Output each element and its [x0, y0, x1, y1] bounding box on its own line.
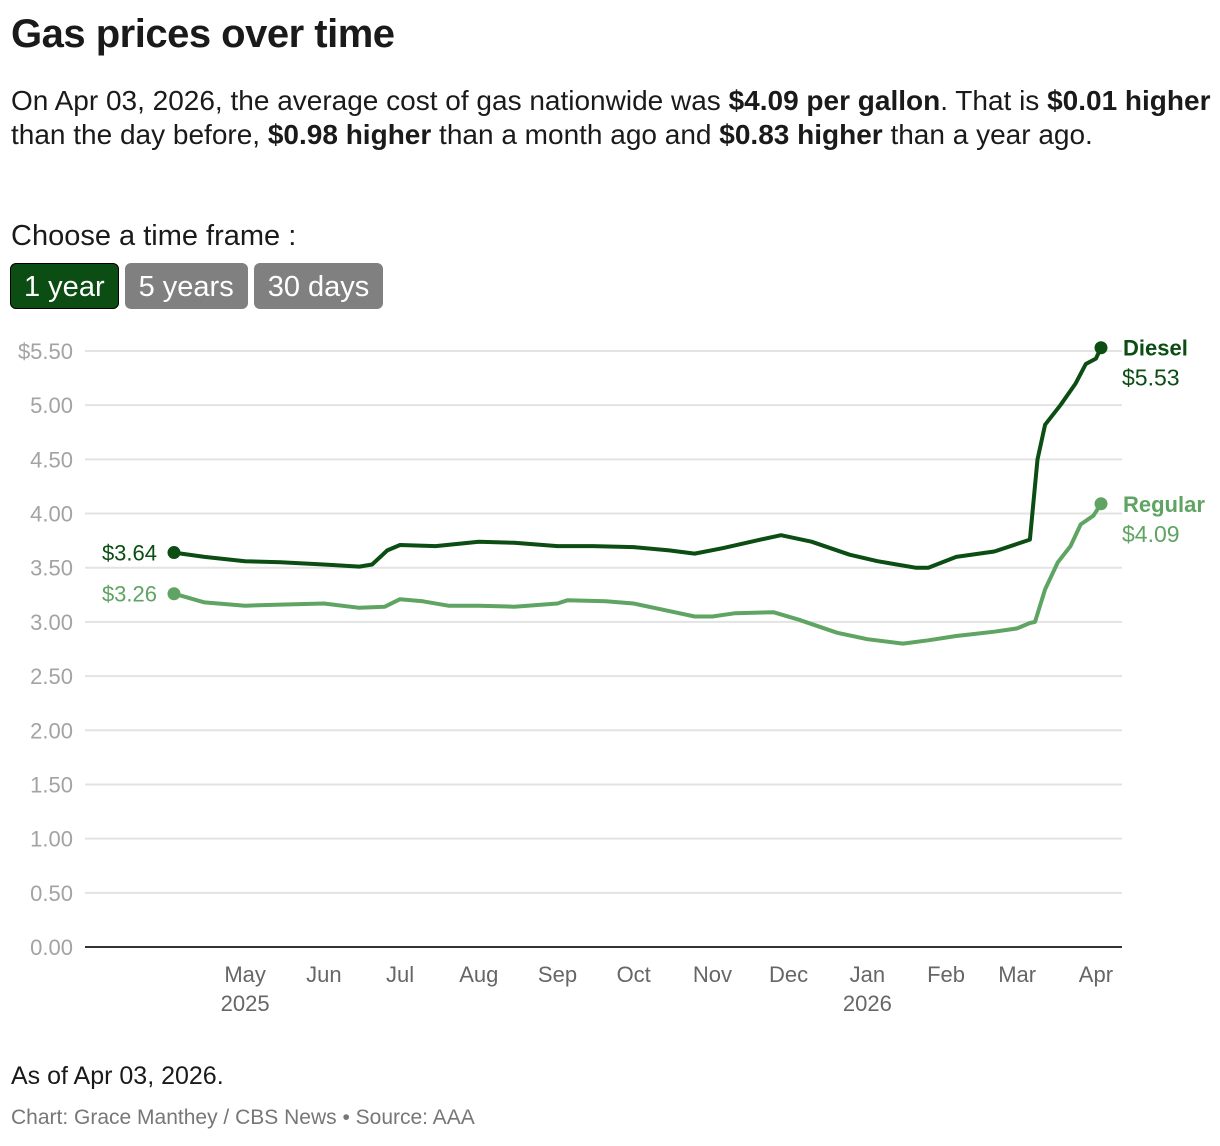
- intro-day-change: $0.01 higher: [1047, 85, 1211, 116]
- line-chart: $5.50 5.00 4.50 4.00 3.50 3.00 2.50 2.00 1.50 1.0…: [18, 336, 1205, 1016]
- y-tick-label: 4.50: [30, 447, 73, 472]
- y-tick-label: 3.00: [30, 610, 73, 635]
- intro-text: On Apr 03, 2026, the average cost of gas…: [11, 84, 1216, 152]
- x-tick-label: Mar: [998, 962, 1036, 987]
- series-name-label: Regular: [1123, 492, 1205, 517]
- x-tick-label: Jul: [386, 962, 414, 987]
- x-tick-label: Dec: [769, 962, 808, 987]
- intro-part: than a year ago.: [882, 119, 1093, 150]
- x-tick-label: May: [224, 962, 266, 987]
- end-point: [1094, 497, 1108, 511]
- series-line-diesel: [173, 346, 1103, 570]
- y-tick-label: 4.00: [30, 502, 73, 527]
- x-tick-label: Feb: [927, 962, 965, 987]
- x-tick-year: 2025: [221, 991, 270, 1016]
- end-value-label: $5.53: [1122, 365, 1180, 391]
- timeframe-buttons: 1 year 5 years 30 days: [10, 263, 384, 309]
- x-tick-label: Apr: [1079, 962, 1113, 987]
- page-title: Gas prices over time: [11, 12, 395, 56]
- x-tick-label: Oct: [617, 962, 651, 987]
- intro-part: than the day before,: [11, 119, 268, 150]
- y-tick-label: 0.00: [30, 935, 73, 960]
- start-label: $3.26: [102, 582, 157, 607]
- x-tick-label: Jun: [306, 962, 341, 987]
- as-of-note: As of Apr 03, 2026.: [11, 1062, 224, 1090]
- series-line-regular: [173, 502, 1103, 646]
- intro-month-change: $0.98 higher: [267, 119, 432, 150]
- start-label: $3.64: [102, 541, 157, 566]
- x-tick-label: Sep: [538, 962, 577, 987]
- timeframe-label: Choose a time frame :: [11, 220, 297, 252]
- y-tick-label: 1.00: [30, 827, 73, 852]
- intro-part: than a month ago and: [431, 119, 720, 150]
- x-tick-label: Nov: [693, 962, 732, 987]
- start-point: [167, 546, 181, 560]
- y-tick-label: $5.50: [18, 339, 73, 364]
- timeframe-30-days-button[interactable]: 30 days: [253, 263, 384, 309]
- x-tick-year: 2026: [843, 991, 892, 1016]
- timeframe-1-year-button[interactable]: 1 year: [10, 263, 119, 309]
- intro-part: . That is: [940, 85, 1048, 116]
- y-tick-label: 2.50: [30, 664, 73, 689]
- x-tick-label: Jan: [850, 962, 885, 987]
- y-tick-label: 0.50: [30, 881, 73, 906]
- intro-part: On Apr 03, 2026, the average cost of gas…: [11, 85, 729, 116]
- y-tick-label: 5.00: [30, 393, 73, 418]
- timeframe-5-years-button[interactable]: 5 years: [124, 263, 248, 309]
- intro-price: $4.09 per gallon: [728, 85, 941, 116]
- end-value-label: $4.09: [1122, 521, 1180, 547]
- y-tick-label: 3.50: [30, 556, 73, 581]
- y-tick-label: 1.50: [30, 772, 73, 797]
- y-tick-label: 2.00: [30, 718, 73, 743]
- x-tick-label: Aug: [459, 962, 498, 987]
- start-point: [167, 587, 181, 601]
- credit-line: Chart: Grace Manthey / CBS News • Source…: [11, 1106, 475, 1129]
- series-name-label: Diesel: [1123, 336, 1188, 361]
- end-point: [1094, 341, 1108, 355]
- intro-year-change: $0.83 higher: [719, 119, 883, 150]
